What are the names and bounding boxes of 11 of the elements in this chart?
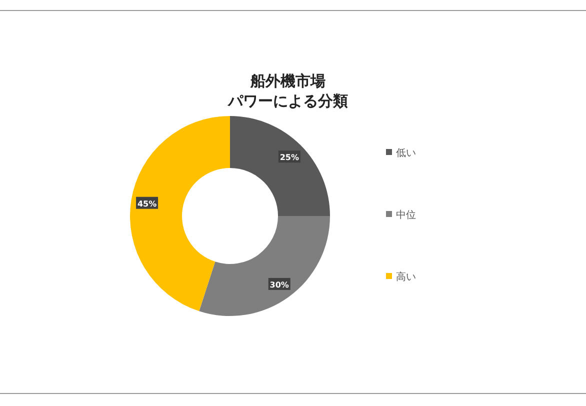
donut-slice [230,116,330,216]
chart-subtitle: パワーによる分類 [227,92,348,110]
legend-label: 中位 [396,209,416,221]
data-label: 25% [280,153,299,162]
data-label: 30% [270,280,289,290]
donut-slice [199,216,330,316]
legend-label: 低い [396,148,416,159]
chart-title: 船外機市場 [250,72,326,90]
legend-label: 高い [396,271,416,283]
donut-slice [130,116,230,312]
data-label: 45% [137,199,157,208]
